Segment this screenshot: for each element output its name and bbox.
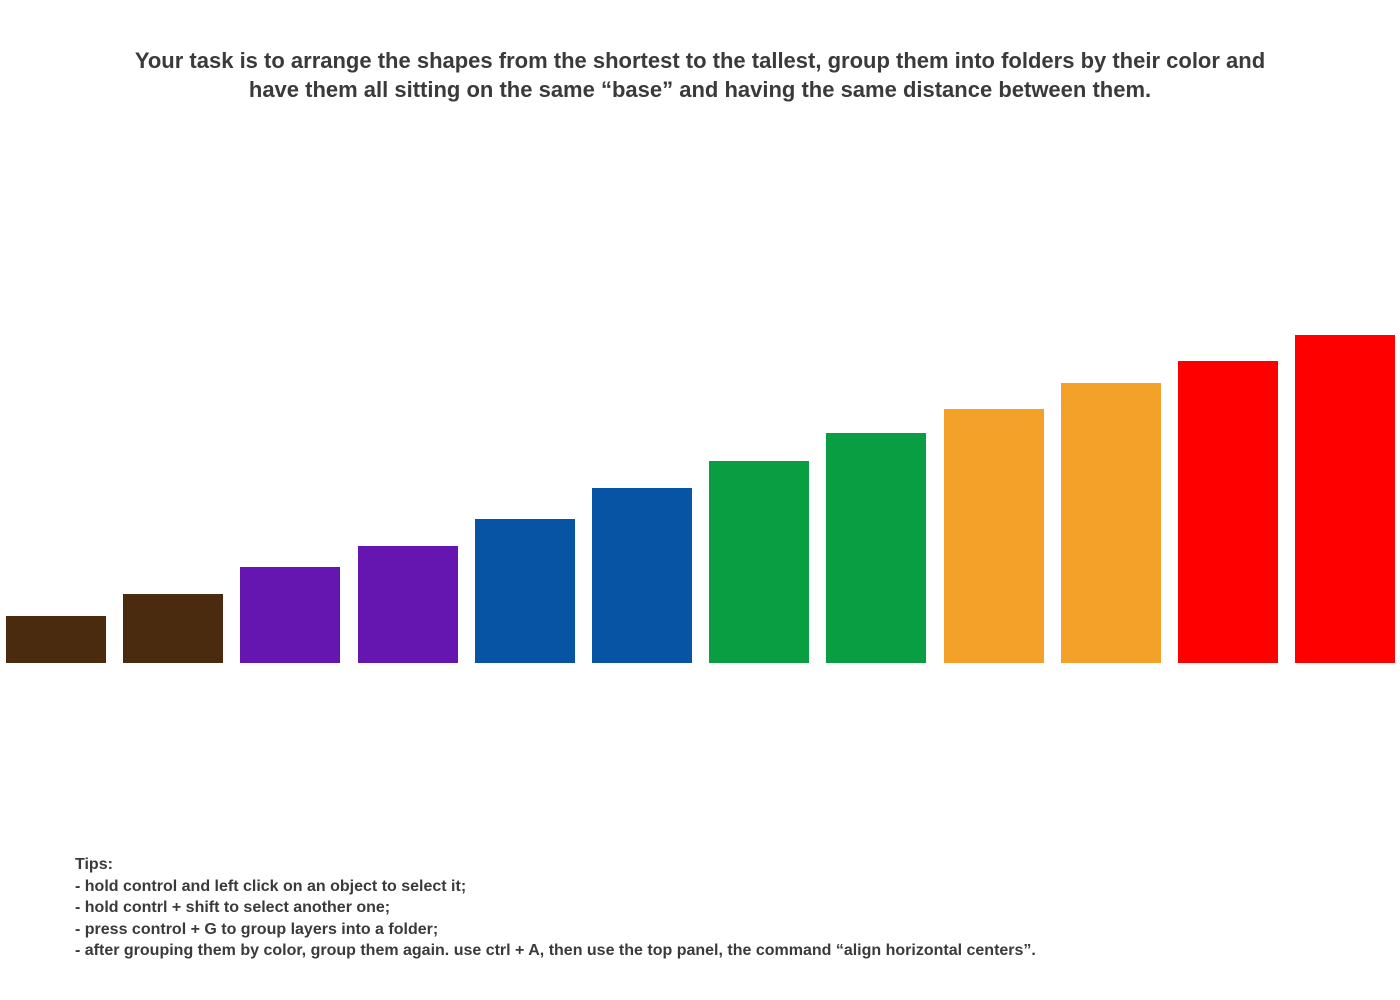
brown-shape-2[interactable]	[123, 594, 223, 663]
tip-item: - hold control and left click on an obje…	[75, 877, 467, 895]
tip-item: - hold contrl + shift to select another …	[75, 899, 391, 916]
blue-shape-2[interactable]	[592, 488, 692, 663]
brown-shape-1[interactable]	[6, 616, 106, 663]
red-shape-2[interactable]	[1295, 335, 1395, 663]
task-instructions: Your task is to arrange the shapes from …	[40, 46, 1360, 104]
orange-shape-2[interactable]	[1061, 383, 1161, 663]
tip-item: - after grouping them by color, group th…	[75, 942, 1036, 959]
orange-shape-1[interactable]	[944, 409, 1044, 663]
red-shape-1[interactable]	[1178, 361, 1278, 663]
instructions-line-1: Your task is to arrange the shapes from …	[134, 48, 1266, 73]
blue-shape-1[interactable]	[475, 519, 575, 663]
tips-heading: Tips:	[75, 856, 113, 873]
instructions-line-2: have them all sitting on the same “base”…	[248, 77, 1152, 102]
tips-panel: Tips: - hold control and left click on a…	[75, 854, 1375, 962]
purple-shape-1[interactable]	[240, 567, 340, 663]
green-shape-1[interactable]	[709, 461, 809, 663]
purple-shape-2[interactable]	[358, 546, 458, 663]
green-shape-2[interactable]	[826, 433, 926, 663]
tip-item: - press control + G to group layers into…	[75, 920, 439, 938]
